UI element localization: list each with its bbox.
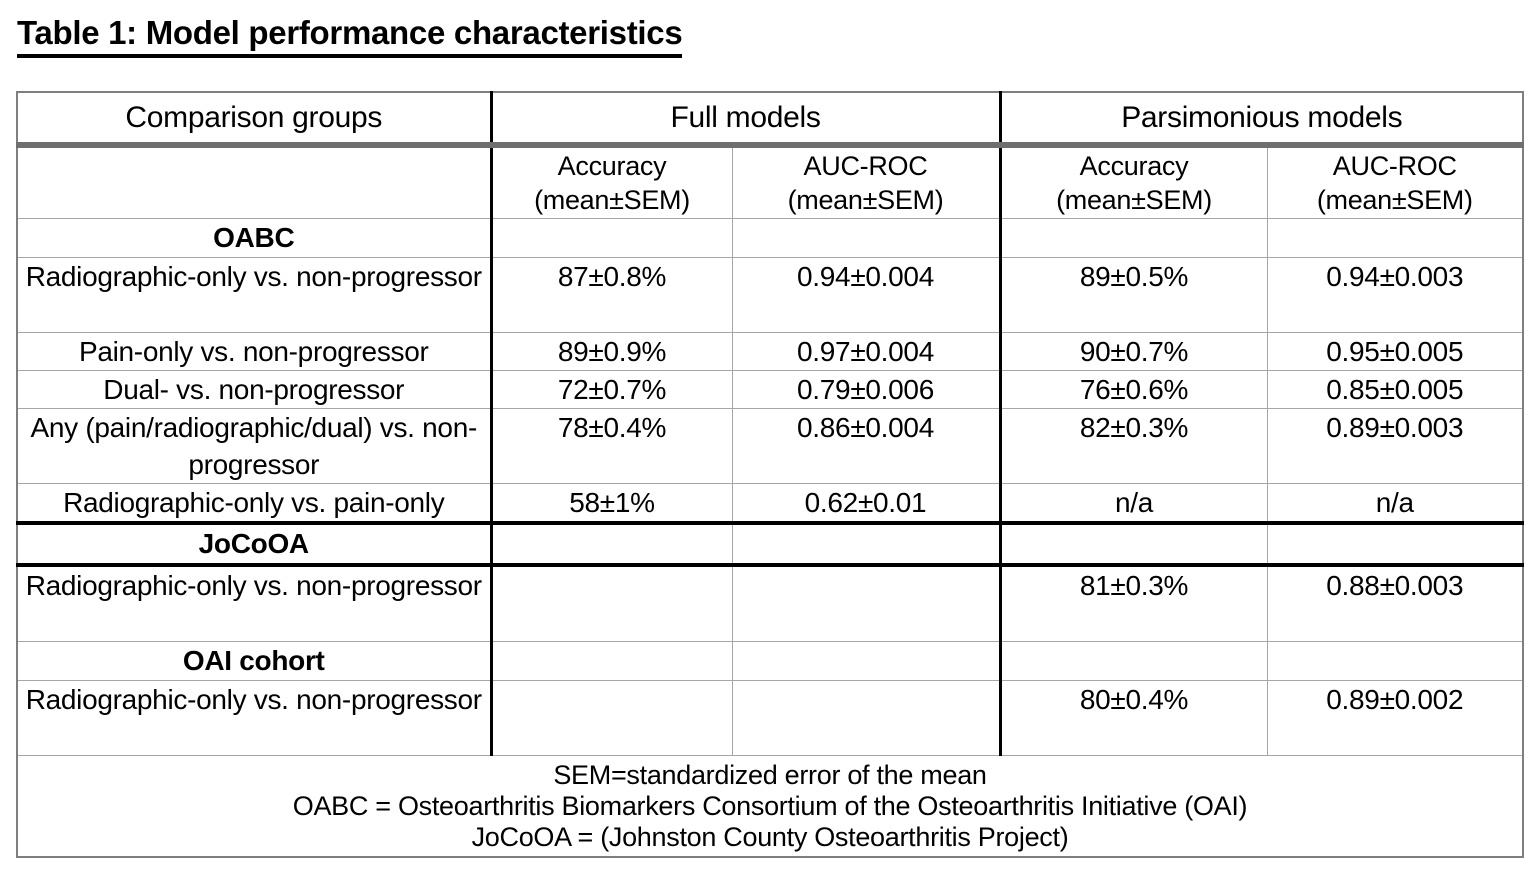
section-row-oabc: OABC [16,218,1524,258]
table-row: Radiographic-only vs. pain-only 58±1% 0.… [16,483,1524,525]
subheader-full-accuracy: Accuracy (mean±SEM) [490,144,733,219]
subheader-full-auc: AUC-ROC (mean±SEM) [731,144,1002,219]
full-auc-value: 0.86±0.004 [731,408,1002,484]
pars-auc-value: 0.89±0.002 [1266,680,1524,756]
pars-accuracy-value: 90±0.7% [999,332,1268,371]
full-auc-value: 0.97±0.004 [731,332,1002,371]
table-row: Dual- vs. non-progressor 72±0.7% 0.79±0.… [16,370,1524,409]
full-accuracy-value: 72±0.7% [490,370,733,409]
footnote-row: SEM=standardized error of the mean OABC … [16,755,1524,858]
full-accuracy-value: 89±0.9% [490,332,733,371]
pars-accuracy-value: 89±0.5% [999,257,1268,333]
table-title: Table 1: Model performance characteristi… [17,14,683,58]
empty-cell [999,218,1268,258]
empty-cell [1266,218,1524,258]
empty-cell [999,522,1268,567]
pars-accuracy-value: 81±0.3% [999,564,1268,642]
full-auc-value [731,680,1002,756]
comparison-label: Radiographic-only vs. non-progressor [16,257,493,333]
table-row: Radiographic-only vs. non-progressor 80±… [16,680,1524,756]
table-row: Pain-only vs. non-progressor 89±0.9% 0.9… [16,332,1524,371]
footnote-line: SEM=standardized error of the mean [553,759,987,790]
full-accuracy-value: 87±0.8% [490,257,733,333]
comparison-label: Radiographic-only vs. non-progressor [16,680,493,756]
section-row-oai-cohort: OAI cohort [16,641,1524,681]
section-label: OABC [16,218,493,258]
subheader-pars-auc: AUC-ROC (mean±SEM) [1266,144,1524,219]
subheader-row: Accuracy (mean±SEM) AUC-ROC (mean±SEM) A… [16,144,1524,219]
col-header-parsimonious-models: Parsimonious models [999,91,1524,148]
empty-cell [1266,522,1524,567]
pars-auc-value: 0.88±0.003 [1266,564,1524,642]
full-accuracy-value [490,564,733,642]
table-row: Radiographic-only vs. non-progressor 81±… [16,564,1524,642]
pars-auc-value: n/a [1266,483,1524,525]
subheader-empty [16,144,493,219]
full-auc-value: 0.62±0.01 [731,483,1002,525]
empty-cell [731,522,1002,567]
pars-auc-value: 0.94±0.003 [1266,257,1524,333]
comparison-label: Radiographic-only vs. non-progressor [16,564,493,642]
comparison-label: Pain-only vs. non-progressor [16,332,493,371]
pars-auc-value: 0.95±0.005 [1266,332,1524,371]
footnote-cell: SEM=standardized error of the mean OABC … [16,755,1524,858]
comparison-label: Dual- vs. non-progressor [16,370,493,409]
full-auc-value: 0.94±0.004 [731,257,1002,333]
pars-auc-value: 0.89±0.003 [1266,408,1524,484]
pars-accuracy-value: 80±0.4% [999,680,1268,756]
comparison-label: Any (pain/radiographic/dual) vs. non-pro… [16,408,493,484]
full-auc-value: 0.79±0.006 [731,370,1002,409]
table-row: Any (pain/radiographic/dual) vs. non-pro… [16,408,1524,484]
section-row-jocooa: JoCoOA [16,522,1524,567]
full-accuracy-value [490,680,733,756]
section-label: OAI cohort [16,641,493,681]
empty-cell [1266,641,1524,681]
table-row: Radiographic-only vs. non-progressor 87±… [16,257,1524,333]
empty-cell [490,522,733,567]
empty-cell [999,641,1268,681]
performance-table: Comparison groups Full models Parsimonio… [16,91,1524,858]
group-header-row: Comparison groups Full models Parsimonio… [16,91,1524,148]
empty-cell [731,218,1002,258]
full-accuracy-value: 78±0.4% [490,408,733,484]
pars-auc-value: 0.85±0.005 [1266,370,1524,409]
footnote-line: OABC = Osteoarthritis Biomarkers Consort… [292,790,1248,821]
subheader-pars-accuracy: Accuracy (mean±SEM) [999,144,1268,219]
pars-accuracy-value: n/a [999,483,1268,525]
col-header-comparison-groups: Comparison groups [16,91,493,148]
section-label: JoCoOA [16,522,493,567]
full-auc-value [731,564,1002,642]
footnote-line: JoCoOA = (Johnston County Osteoarthritis… [471,821,1069,852]
pars-accuracy-value: 82±0.3% [999,408,1268,484]
comparison-label: Radiographic-only vs. pain-only [16,483,493,525]
full-accuracy-value: 58±1% [490,483,733,525]
empty-cell [490,218,733,258]
empty-cell [490,641,733,681]
empty-cell [731,641,1002,681]
pars-accuracy-value: 76±0.6% [999,370,1268,409]
col-header-full-models: Full models [490,91,1002,148]
